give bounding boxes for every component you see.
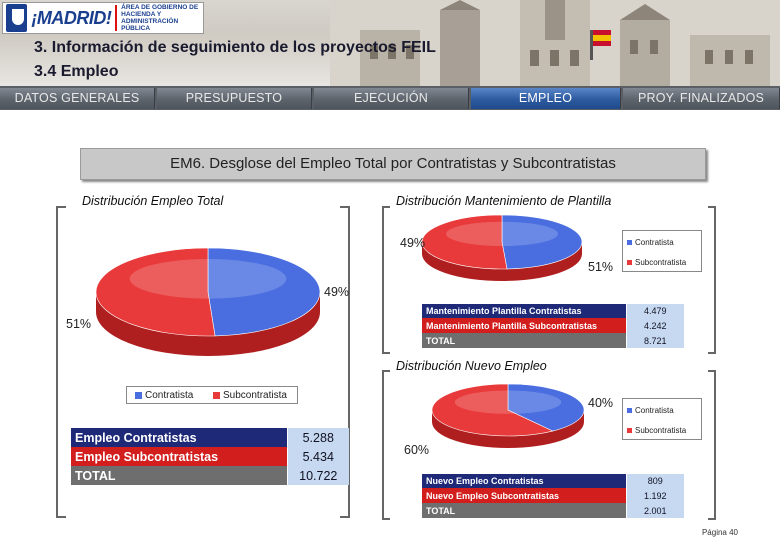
pie-total <box>95 247 321 356</box>
page-title-line2: 3.4 Empleo <box>34 63 119 80</box>
pie-nuevo-label-subcontratista: 60% <box>404 443 430 457</box>
legend-item-subcontratista: Subcontratista <box>213 390 287 401</box>
row-label: Mantenimiento Plantilla Contratistas <box>422 304 626 318</box>
row-value: 2.001 <box>625 503 684 518</box>
table-row: TOTAL 2.001 <box>422 503 684 518</box>
legend-item-subcontratista: Subcontratista <box>627 426 686 435</box>
legend-mantenimiento: Contratista Subcontratista <box>622 230 702 272</box>
legend-swatch-blue <box>627 408 632 413</box>
legend-item-contratista: Contratista <box>627 238 674 247</box>
madrid-logo[interactable]: ¡MADRID! ÁREA DE GOBIERNO DE HACIENDA Y … <box>2 2 204 34</box>
legend-swatch-blue <box>135 392 142 399</box>
table-row: Nuevo Empleo Contratistas 809 <box>422 474 684 488</box>
right-top-bracket <box>382 206 390 354</box>
legend-swatch-red <box>627 260 632 265</box>
header-banner: ¡MADRID! ÁREA DE GOBIERNO DE HACIENDA Y … <box>0 0 780 86</box>
page-number: Página 40 <box>701 528 738 537</box>
table-row: Mantenimiento Plantilla Subcontratistas … <box>422 318 684 333</box>
chart-title-total: Distribución Empleo Total <box>82 194 224 208</box>
legend-item-subcontratista: Subcontratista <box>627 258 686 267</box>
pie-slice-subcontratista <box>431 383 554 437</box>
legend-total: Contratista Subcontratista <box>126 386 298 404</box>
pie-mantenimiento <box>421 214 583 281</box>
pie-slice-contratista <box>207 247 321 337</box>
legend-label-subcontratista: Subcontratista <box>223 390 287 401</box>
pie-mant-label-subcontratista: 51% <box>588 260 614 274</box>
right-bottom-bracket-right <box>708 370 716 520</box>
table-mantenimiento: Mantenimiento Plantilla Contratistas 4.4… <box>422 304 684 348</box>
table-row: TOTAL 8.721 <box>422 333 684 348</box>
table-row: Nuevo Empleo Subcontratistas 1.192 <box>422 488 684 503</box>
row-label: TOTAL <box>422 503 626 518</box>
pie-slice-contratista <box>507 383 585 432</box>
row-label: Empleo Subcontratistas <box>71 447 287 466</box>
chart-title-mantenimiento: Distribución Mantenimiento de Plantilla <box>396 194 612 208</box>
pie-nuevo <box>431 383 585 448</box>
pie-side <box>432 410 584 448</box>
right-top-bracket-right <box>708 206 716 354</box>
row-value: 5.434 <box>286 447 349 466</box>
table-row: TOTAL 10.722 <box>71 466 349 485</box>
row-label: Empleo Contratistas <box>71 428 287 447</box>
row-label: TOTAL <box>71 466 287 485</box>
tab-datos-generales[interactable]: DATOS GENERALES <box>0 88 155 109</box>
right-bottom-bracket <box>382 370 390 520</box>
row-value: 809 <box>625 474 684 488</box>
pie-side <box>96 292 320 356</box>
row-label: Nuevo Empleo Subcontratistas <box>422 488 626 503</box>
pie-highlight <box>454 390 562 414</box>
pie-total-label-contratista: 49% <box>324 285 350 299</box>
row-value: 4.479 <box>625 304 684 318</box>
pie-nuevo-label-contratista: 40% <box>588 396 614 410</box>
pie-side <box>422 242 582 281</box>
row-value: 4.242 <box>625 318 684 333</box>
table-row: Empleo Contratistas 5.288 <box>71 428 349 447</box>
pie-mant-label-contratista: 49% <box>400 236 426 250</box>
row-label: Mantenimiento Plantilla Subcontratistas <box>422 318 626 333</box>
pie-highlight <box>129 259 287 299</box>
pie-slice-subcontratista <box>95 247 216 337</box>
row-value: 5.288 <box>286 428 349 447</box>
pie-highlight <box>446 221 558 247</box>
legend-item-contratista: Contratista <box>627 406 674 415</box>
tab-empleo[interactable]: EMPLEO <box>471 88 621 109</box>
legend-label-subcontratista: Subcontratista <box>635 258 687 267</box>
pie-slice-contratista <box>501 214 583 270</box>
tab-ejecucion[interactable]: EJECUCIÓN <box>314 88 469 109</box>
logo-divider <box>115 5 118 31</box>
tab-proy-finalizados[interactable]: PROY. FINALIZADOS <box>623 88 780 109</box>
row-value: 1.192 <box>625 488 684 503</box>
table-row: Empleo Subcontratistas 5.434 <box>71 447 349 466</box>
page-title-line1: 3. Información de seguimiento de los pro… <box>34 39 436 56</box>
logo-subtitle: ÁREA DE GOBIERNO DE HACIENDA Y ADMINISTR… <box>121 4 199 32</box>
legend-item-contratista: Contratista <box>135 390 193 401</box>
pie-total-label-subcontratista: 51% <box>66 317 92 331</box>
left-bracket-right <box>340 206 350 518</box>
legend-swatch-blue <box>627 240 632 245</box>
legend-label-subcontratista: Subcontratista <box>635 426 687 435</box>
table-nuevo-empleo: Nuevo Empleo Contratistas 809 Nuevo Empl… <box>422 474 684 518</box>
section-title: EM6. Desglose del Empleo Total por Contr… <box>80 148 706 180</box>
row-value: 8.721 <box>625 333 684 348</box>
tab-presupuesto[interactable]: PRESUPUESTO <box>157 88 312 109</box>
table-empleo-total: Empleo Contratistas 5.288 Empleo Subcont… <box>71 428 349 485</box>
table-row: Mantenimiento Plantilla Contratistas 4.4… <box>422 304 684 318</box>
legend-label-contratista: Contratista <box>145 390 194 401</box>
legend-swatch-red <box>627 428 632 433</box>
pie-slice-subcontratista <box>421 214 508 270</box>
legend-swatch-red <box>213 392 220 399</box>
row-value: 10.722 <box>286 466 349 485</box>
legend-label-contratista: Contratista <box>635 406 674 415</box>
row-label: Nuevo Empleo Contratistas <box>422 474 626 488</box>
logo-word: ¡MADRID! <box>31 7 112 28</box>
row-label: TOTAL <box>422 333 626 348</box>
page-title: 3. Información de seguimiento de los pro… <box>34 36 436 84</box>
city-hall-photo <box>330 0 780 86</box>
left-bracket <box>56 206 66 518</box>
legend-label-contratista: Contratista <box>635 238 674 247</box>
coat-of-arms-icon <box>6 4 28 32</box>
chart-title-nuevo: Distribución Nuevo Empleo <box>396 359 547 373</box>
legend-nuevo: Contratista Subcontratista <box>622 398 702 440</box>
